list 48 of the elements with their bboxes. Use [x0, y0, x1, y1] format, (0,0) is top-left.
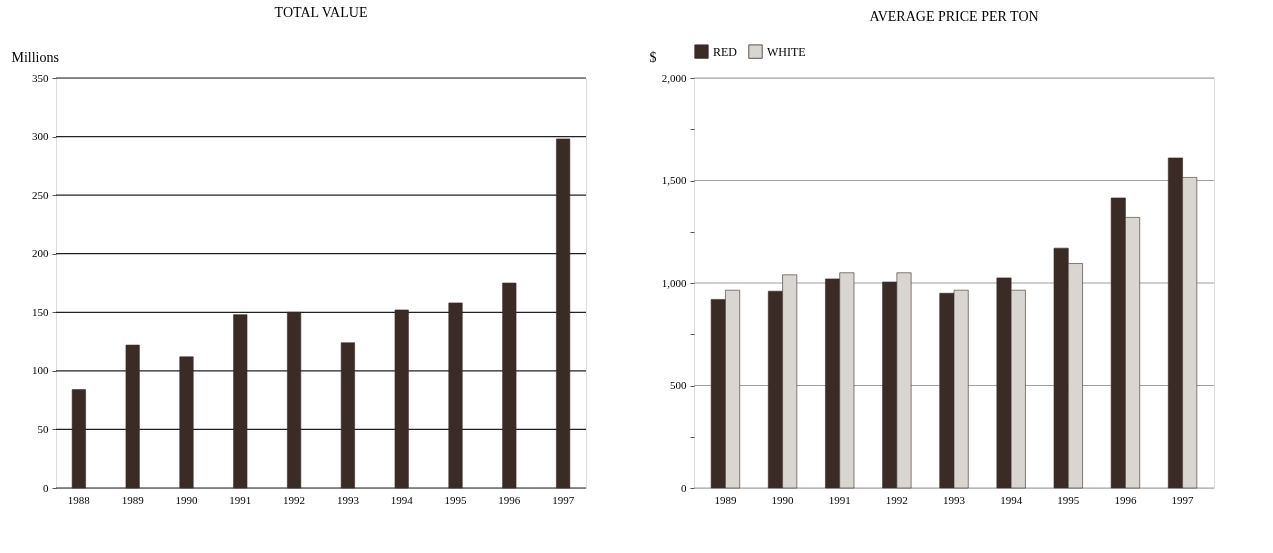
bar — [125, 344, 140, 489]
y-tick-label: 250 — [32, 188, 49, 201]
x-tick-label: 1990 — [175, 493, 198, 506]
bar — [340, 342, 355, 489]
x-tick-label: 1995 — [444, 493, 468, 506]
legend-label: WHITE — [767, 44, 806, 59]
y-tick-label: 50 — [37, 422, 49, 435]
bar — [556, 138, 571, 489]
x-tick-label: 1994 — [1000, 493, 1023, 506]
y-tick-label: 350 — [32, 71, 49, 84]
bar — [287, 311, 302, 489]
x-tick-label: 1995 — [1057, 493, 1080, 506]
x-tick-label: 1989 — [121, 493, 145, 506]
y-axis-title: Millions — [11, 49, 59, 65]
x-tick-label: 1994 — [390, 493, 414, 506]
x-tick-label: 1993 — [336, 493, 360, 506]
bar — [448, 302, 463, 489]
x-tick-label: 1997 — [1171, 493, 1195, 506]
y-tick-label: 500 — [670, 379, 687, 391]
y-tick-label: 2,000 — [661, 71, 687, 84]
bar — [502, 282, 517, 489]
x-tick-label: 1992 — [283, 493, 306, 506]
y-tick-label: 200 — [32, 247, 49, 260]
x-tick-label: 1990 — [771, 493, 795, 506]
x-tick-label: 1989 — [714, 493, 737, 506]
y-tick-label: 150 — [32, 305, 49, 318]
x-tick-label: 1992 — [885, 493, 908, 506]
chart-title: AVERAGE PRICE PER TON — [869, 9, 1039, 24]
y-tick-label: 1,500 — [661, 174, 687, 186]
x-tick-label: 1991 — [828, 493, 851, 506]
bar — [71, 389, 86, 489]
x-tick-label: 1988 — [67, 493, 91, 506]
y-tick-label: 1,000 — [661, 276, 687, 289]
bar — [394, 309, 409, 489]
x-tick-label: 1993 — [943, 493, 966, 506]
y-tick-label: 0 — [43, 481, 49, 494]
legend-label: RED — [713, 44, 738, 59]
chart-title: TOTAL VALUE — [274, 5, 368, 20]
y-tick-label: 300 — [32, 130, 49, 143]
x-tick-label: 1996 — [498, 493, 521, 506]
x-tick-label: 1996 — [1114, 493, 1137, 506]
y-tick-label: 100 — [32, 364, 49, 377]
x-tick-label: 1997 — [552, 493, 575, 506]
y-axis-title: $ — [649, 49, 657, 65]
y-tick-label: 0 — [681, 481, 687, 494]
bar — [179, 356, 194, 489]
bar — [233, 314, 248, 489]
x-tick-label: 1991 — [229, 493, 252, 506]
